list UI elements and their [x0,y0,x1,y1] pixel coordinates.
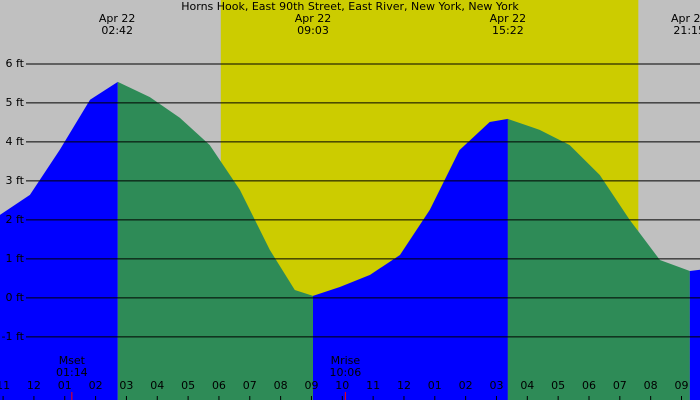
falling-tide [507,118,690,400]
extreme-time: 02:42 [101,24,133,37]
y-tick-label: 2 ft [6,213,25,226]
moon-time: 01:14 [56,366,88,379]
x-tick-label: 08 [274,379,288,392]
y-tick-label: 6 ft [6,57,25,70]
y-tick-label: -1 ft [2,330,25,343]
y-tick-label: 3 ft [6,174,25,187]
extreme-time: 09:03 [297,24,329,37]
x-tick-label: 06 [212,379,226,392]
x-tick-label: 09 [304,379,318,392]
x-tick-label: 02 [459,379,473,392]
extreme-time: 21:15 [673,24,700,37]
moon-label: Mrise [331,354,361,367]
x-tick-label: 03 [489,379,503,392]
x-tick-label: 01 [58,379,72,392]
x-tick-label: 04 [520,379,534,392]
x-tick-label: 04 [150,379,164,392]
x-tick-label: 12 [27,379,41,392]
rising-tide [0,81,118,400]
x-tick-label: 01 [428,379,442,392]
x-tick-label: 05 [551,379,565,392]
x-tick-label: 08 [644,379,658,392]
extreme-date: Apr 22 [490,12,527,25]
y-tick-label: 4 ft [6,135,25,148]
x-tick-label: 09 [674,379,688,392]
x-tick-label: 06 [582,379,596,392]
rising-tide [312,118,508,400]
x-tick-label: 02 [89,379,103,392]
y-tick-label: 5 ft [6,96,25,109]
x-tick-label: 05 [181,379,195,392]
extreme-date: Apr 22 [99,12,136,25]
x-tick-label: 11 [0,379,10,392]
extreme-date: Apr 22 [671,12,700,25]
y-tick-label: 1 ft [6,252,25,265]
x-tick-label: 10 [335,379,349,392]
x-tick-label: 07 [613,379,627,392]
x-tick-label: 03 [119,379,133,392]
rising-tide [689,269,700,400]
falling-tide [117,81,313,400]
moon-label: Mset [59,354,86,367]
extreme-time: 15:22 [492,24,524,37]
x-tick-label: 12 [397,379,411,392]
chart-title: Horns Hook, East 90th Street, East River… [181,0,519,13]
x-tick-label: 11 [366,379,380,392]
extreme-date: Apr 22 [295,12,332,25]
x-tick-label: 07 [243,379,257,392]
y-tick-label: 0 ft [6,291,25,304]
moon-time: 10:06 [330,366,362,379]
